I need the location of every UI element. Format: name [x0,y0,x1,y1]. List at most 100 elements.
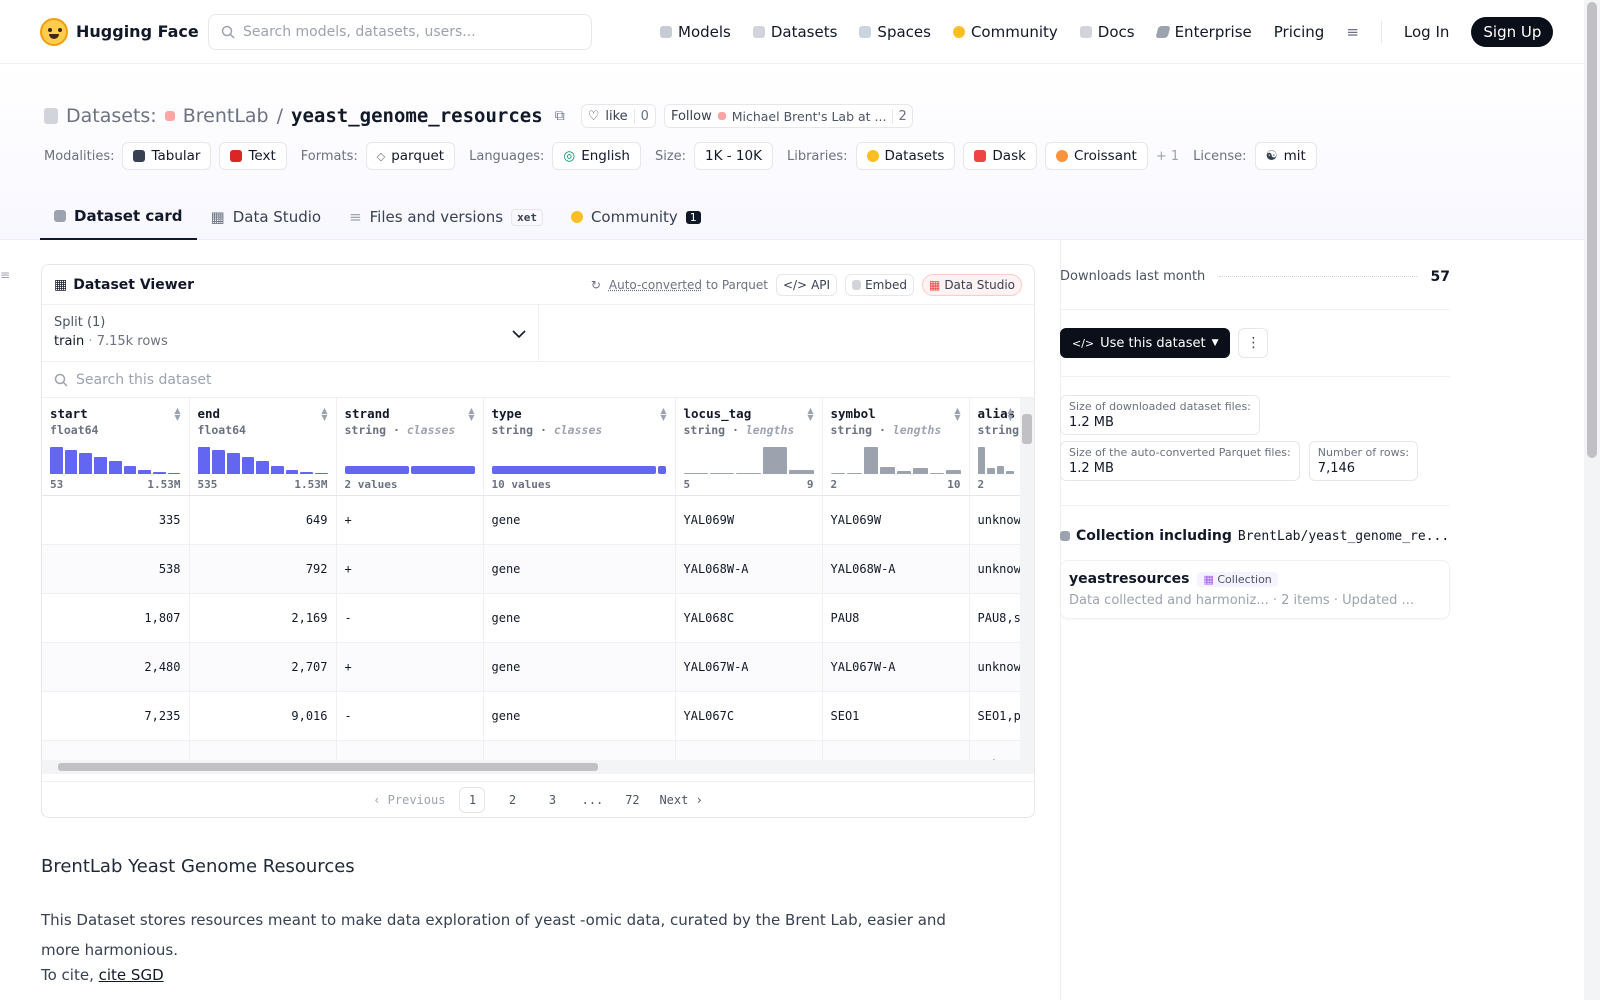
table-row[interactable]: 538 792 + gene YAL068W-A YAL068W-A unknow [42,544,1023,594]
class-segment[interactable] [657,466,667,474]
table-cell[interactable]: + [336,495,484,545]
collection-card[interactable]: yeastresources ▦ Collection Data collect… [1060,560,1450,619]
table-cell[interactable]: gene [483,691,676,741]
table-cell[interactable]: gene [483,544,676,594]
auto-converted-link[interactable]: Auto-converted [608,277,702,292]
table-cell[interactable]: unknow [969,642,1023,692]
nav-community[interactable]: Community [952,23,1058,41]
tag-english[interactable]: ◎ English [552,142,641,170]
histogram-bar[interactable] [996,465,1004,474]
global-search-input[interactable]: Search models, datasets, users... [208,14,592,50]
tag-datasets-lib[interactable]: Datasets [855,142,956,170]
nav-datasets[interactable]: Datasets [752,23,837,41]
api-button[interactable]: </> API [775,273,838,296]
page-2-button[interactable]: 2 [508,792,517,807]
table-cell[interactable]: YAL067W-A [675,642,823,692]
histogram-bar[interactable] [736,472,761,474]
data-studio-button[interactable]: ▦ Data Studio [921,273,1022,296]
split-selector[interactable]: Split (1) train · 7.15k rows [42,305,539,361]
tab-data-studio[interactable]: ▦ Data Studio [197,194,336,240]
table-cell[interactable]: - [336,691,484,741]
signup-button[interactable]: Sign Up [1471,17,1554,47]
table-cell[interactable]: unknow [969,544,1023,594]
repo-name[interactable]: yeast_genome_resources [291,105,543,127]
tag-tabular[interactable]: Tabular [122,142,212,170]
table-cell[interactable]: 649 [189,495,337,545]
histogram-bar[interactable] [762,447,788,474]
histogram-bar[interactable] [789,469,814,474]
embed-button[interactable]: Embed [845,273,914,296]
sort-icon[interactable]: ▲ ▼ [807,406,814,422]
brand-logo[interactable]: Hugging Face [40,17,199,46]
sidebar-toggle-icon[interactable]: ≡ [0,268,11,282]
login-link[interactable]: Log In [1403,23,1450,41]
table-cell[interactable]: 7,235 [42,691,190,741]
histogram-bar[interactable] [167,472,181,474]
copy-icon[interactable]: ⧉ [554,108,565,124]
table-cell[interactable]: YAL068W-A [822,544,970,594]
tab-files[interactable]: ≡ Files and versions xet [335,194,557,240]
column-header-symbol[interactable]: symbol string · lengths ▲ ▼ 2 10 [822,398,970,496]
histogram-bar[interactable] [94,457,107,474]
sort-icon[interactable]: ▲ ▼ [174,406,181,422]
column-header-locus_tag[interactable]: locus_tag string · lengths ▲ ▼ 5 9 [675,398,823,496]
histogram-bar[interactable] [896,471,911,474]
histogram-bar[interactable] [197,447,211,474]
table-row[interactable]: 335 649 + gene YAL069W YAL069W unknow [42,495,1023,545]
table-cell[interactable]: YAL068W-A [675,544,823,594]
table-cell[interactable]: + [336,544,484,594]
tag-license[interactable]: ☯ mit [1254,142,1317,170]
column-header-start[interactable]: start float64 ▲ ▼ 53 1.53M [42,398,190,496]
histogram-bar[interactable] [977,447,985,474]
page-72-button[interactable]: 72 [625,792,640,807]
table-scroll-area[interactable]: start float64 ▲ ▼ 53 1.53M end float64 ▲ ▼ 535 1.53… [42,398,1034,774]
histogram-bar[interactable] [79,453,93,474]
tag-croissant[interactable]: Croissant [1044,142,1148,170]
histogram-bar[interactable] [987,468,995,474]
class-segment[interactable] [344,466,409,474]
nav-pricing[interactable]: Pricing [1274,23,1325,41]
histogram-bar[interactable] [300,471,313,474]
use-dataset-button[interactable]: </> Use this dataset ▼ [1060,328,1231,358]
histogram-bar[interactable] [226,453,240,474]
table-cell[interactable]: YAL067C [675,691,823,741]
nav-spaces[interactable]: Spaces [859,23,931,41]
table-row[interactable]: 7,235 9,016- gene YAL067C SEO1 SEO1,p [42,691,1023,741]
histogram-bar[interactable] [285,469,299,474]
org-link[interactable]: BrentLab [182,105,269,127]
histogram-bar[interactable] [256,461,269,474]
table-cell[interactable]: - [336,593,484,643]
table-cell[interactable]: unknow [969,495,1023,545]
sort-icon[interactable]: ▲ ▼ [954,406,961,422]
table-cell[interactable]: gene [483,495,676,545]
sort-icon[interactable]: ▲ ▼ [660,406,667,422]
tab-community[interactable]: Community 1 [557,194,715,240]
next-page-button[interactable]: Next › [659,792,703,807]
histogram-bar[interactable] [138,469,152,474]
section-label[interactable]: Datasets: [66,105,157,127]
table-vertical-scrollbar[interactable] [1020,398,1034,774]
tag-parquet[interactable]: ◇ parquet [365,142,456,170]
sort-icon[interactable]: ▲ ▼ [468,406,475,422]
tag-dask[interactable]: Dask [963,142,1037,170]
table-cell[interactable]: 2,480 [42,642,190,692]
tab-dataset-card[interactable]: Dataset card [40,194,197,240]
table-cell[interactable]: 2,169 [189,593,337,643]
table-cell[interactable]: 335 [42,495,190,545]
table-cell[interactable]: 538 [42,544,190,594]
table-cell[interactable]: YAL069W [822,495,970,545]
histogram-bar[interactable] [913,468,928,474]
table-cell[interactable]: 9,016 [189,691,337,741]
table-cell[interactable]: gene [483,593,676,643]
table-cell[interactable]: YAL069W [675,495,823,545]
sort-icon[interactable]: ▲ ▼ [321,406,328,422]
nav-enterprise[interactable]: Enterprise [1154,23,1252,41]
page-scrollbar[interactable] [1584,0,1600,1000]
histogram-bar[interactable] [683,472,708,474]
histogram-bar[interactable] [50,447,63,474]
histogram-bar[interactable] [108,461,122,474]
table-cell[interactable]: 1,807 [42,593,190,643]
more-options-icon[interactable]: ⋮ [1238,328,1269,358]
nav-docs[interactable]: Docs [1079,23,1135,41]
page-scrollbar-thumb[interactable] [1587,2,1597,458]
